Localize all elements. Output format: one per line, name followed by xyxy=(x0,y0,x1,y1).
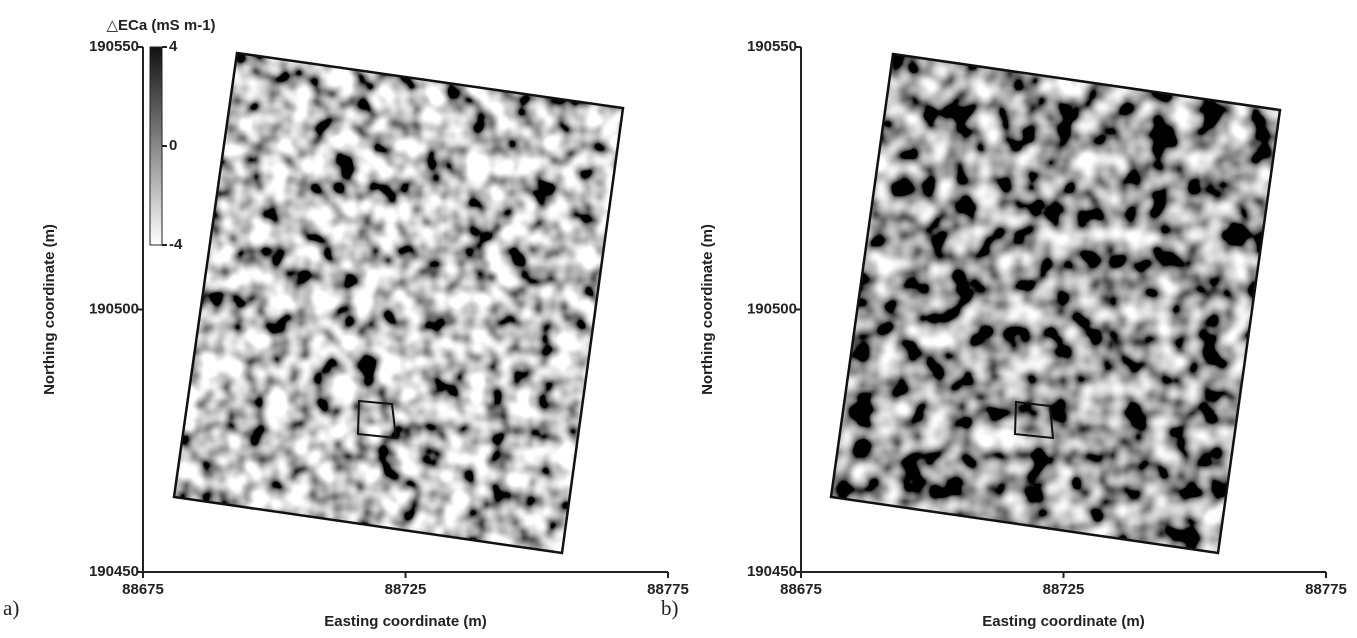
panel-label: b) xyxy=(661,596,679,620)
y-tick-label: 190500 xyxy=(747,300,797,317)
y-axis-label: Northing coordinate (m) xyxy=(699,224,716,395)
y-tick-label: 190450 xyxy=(747,563,797,580)
plot-outline xyxy=(356,399,398,440)
map-image xyxy=(829,52,1282,555)
map-image xyxy=(172,51,625,555)
colorbar-label: △ECa (mS m-1) xyxy=(106,17,215,34)
colorbar xyxy=(149,46,163,246)
x-axis-label: Easting coordinate (m) xyxy=(982,613,1145,630)
x-tick-label: 88725 xyxy=(385,581,427,598)
x-tick-label: 88675 xyxy=(122,581,164,598)
x-tick-label: 88725 xyxy=(1043,581,1085,598)
plot-outline xyxy=(1013,400,1055,440)
y-tick-label: 190550 xyxy=(89,38,139,55)
x-axis-label: Easting coordinate (m) xyxy=(324,613,487,630)
y-tick-label: 190500 xyxy=(89,300,139,317)
colorbar-tick-label: -4 xyxy=(169,236,183,253)
ec-raster xyxy=(831,54,1280,553)
colorbar-tick-label: 0 xyxy=(169,137,177,154)
colorbar-tick-label: 4 xyxy=(169,38,178,55)
y-tick-label: 190450 xyxy=(89,563,139,580)
x-tick-label: 88775 xyxy=(647,581,689,598)
y-axis-label: Northing coordinate (m) xyxy=(41,224,58,395)
survey-outline xyxy=(172,51,625,555)
y-tick-label: 190550 xyxy=(747,38,797,55)
ec-raster xyxy=(174,53,623,553)
survey-outline xyxy=(829,52,1282,555)
x-tick-label: 88675 xyxy=(780,581,822,598)
panel-label: a) xyxy=(3,596,19,620)
x-tick-label: 88775 xyxy=(1305,581,1347,598)
